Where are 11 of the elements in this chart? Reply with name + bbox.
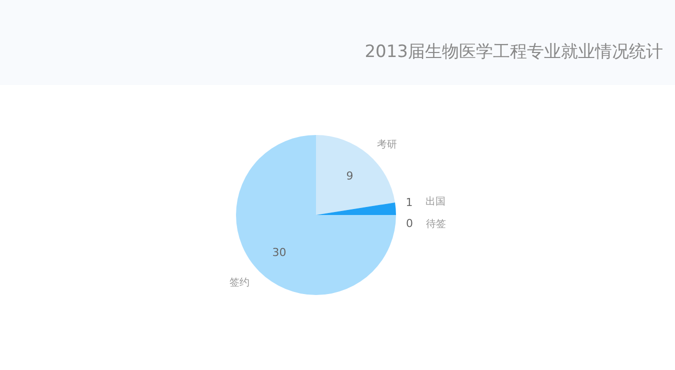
pie-slice [316,202,396,215]
slice-label: 出国 [426,195,446,208]
category-label: 待签 [426,219,446,230]
pie-slice [316,135,396,215]
data-label: 9 [346,169,354,182]
text: 2013届生物医学工程专业就业情况统计 [364,42,663,62]
data-label: 1 [406,196,413,209]
data-label: 30 [272,246,286,259]
slice-label: 签约 [230,276,250,288]
slice-label: 考研 [377,138,398,151]
text: 0 [406,217,413,230]
